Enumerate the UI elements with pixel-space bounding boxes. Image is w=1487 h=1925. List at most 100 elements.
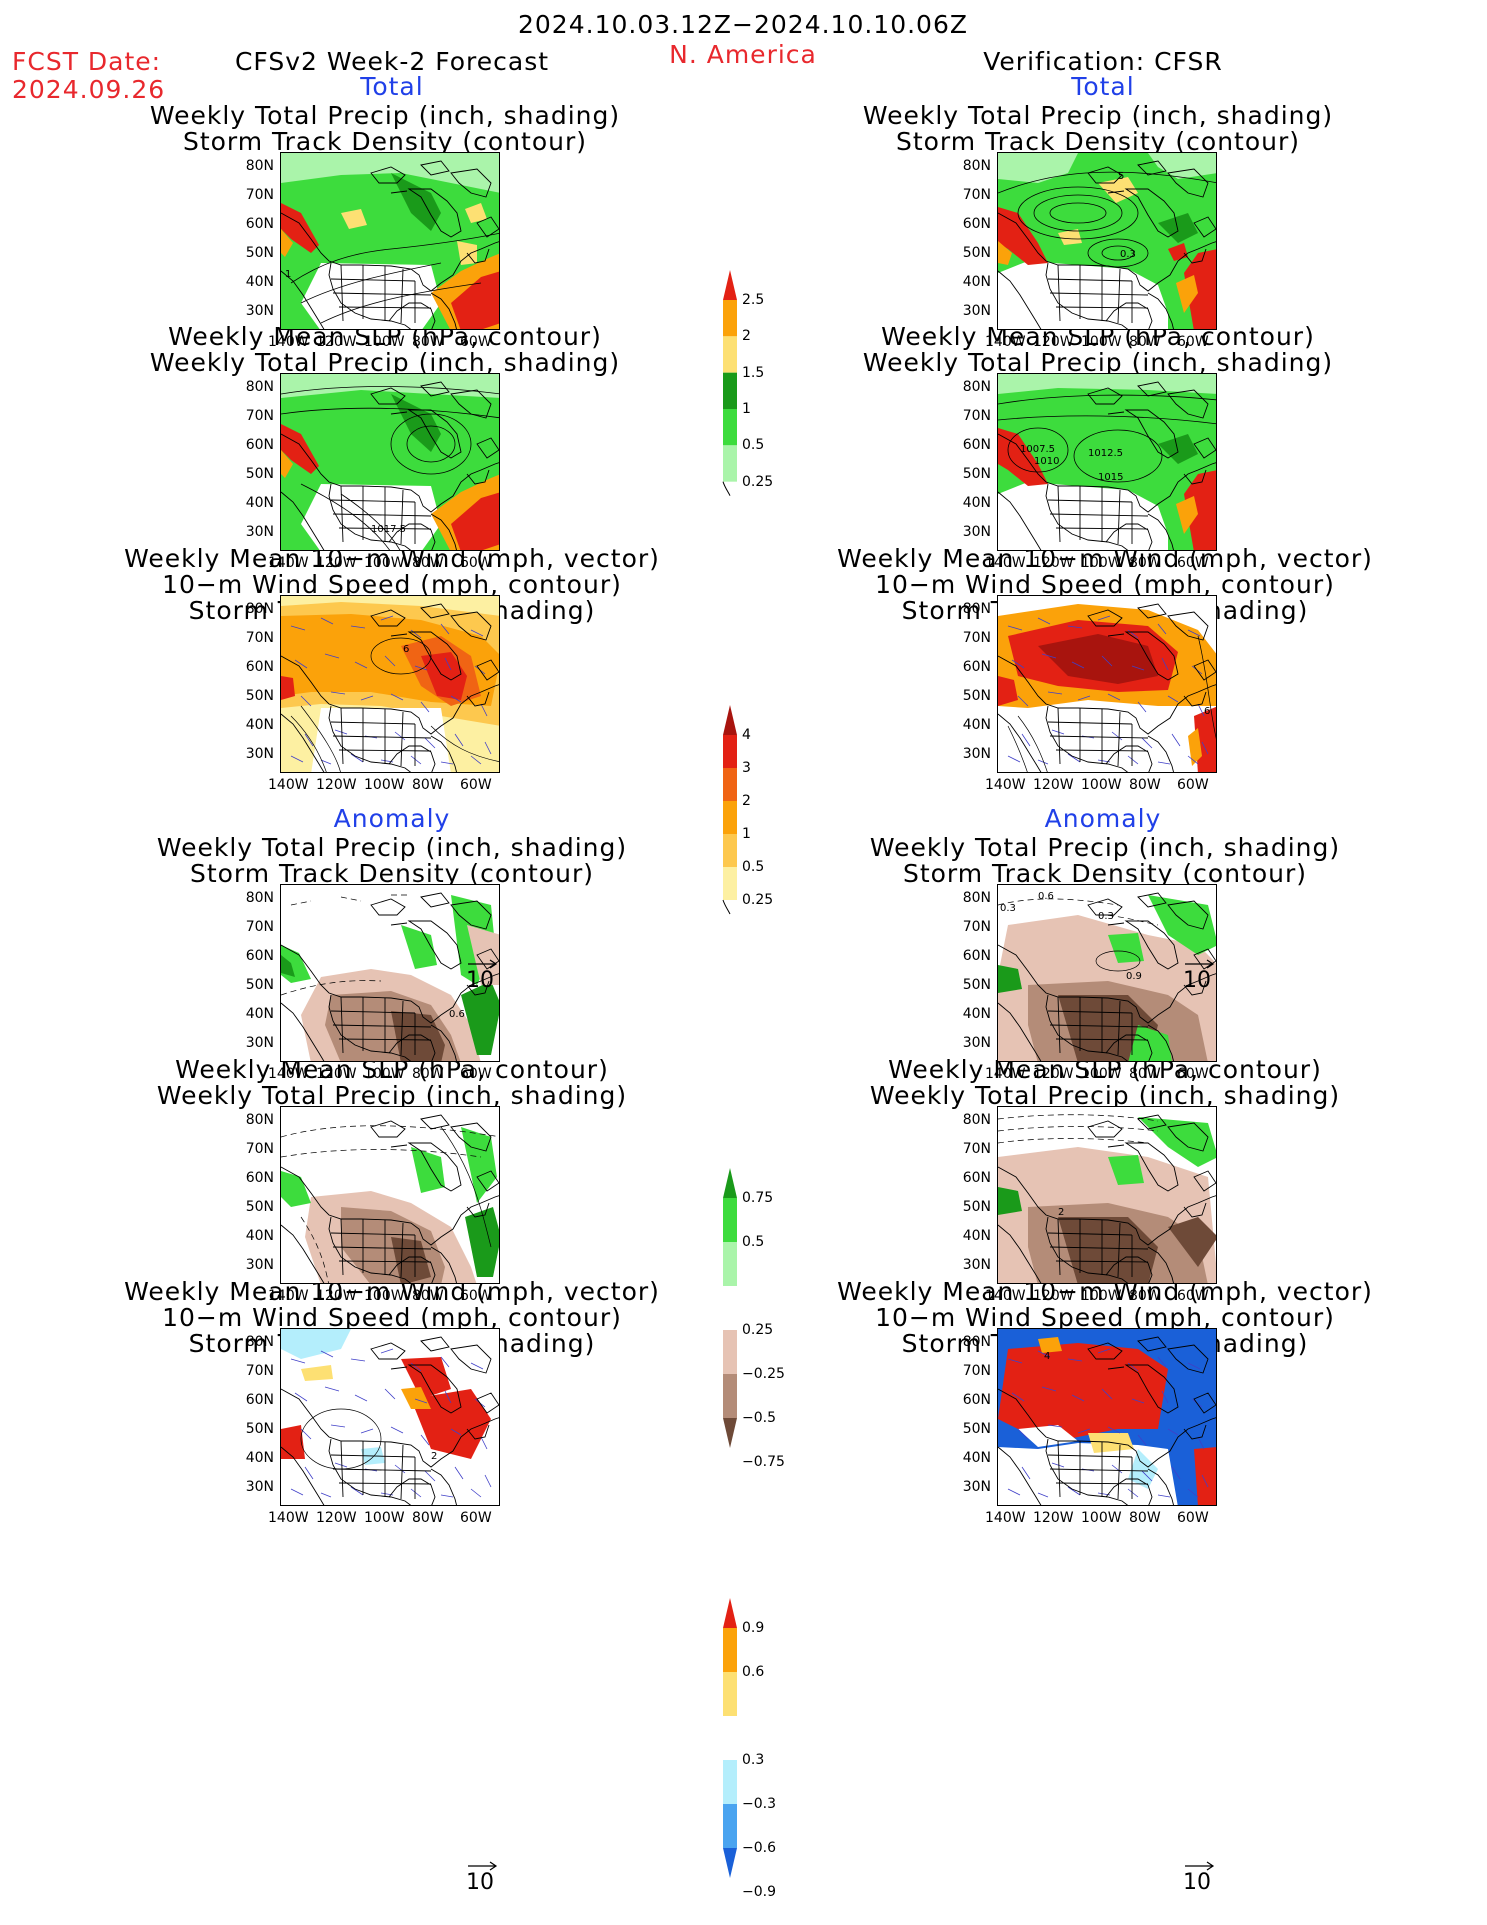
lon-tick-label: 120W [1033,1066,1074,1082]
map-cf-wind: 6 [997,595,1217,773]
lat-tick-label: 50N [245,688,274,704]
map-fc-anom-precip: 0.6 [280,884,500,1062]
colorbar-label: 0.25 [742,473,774,490]
colorbar-swatch [723,1242,737,1286]
lat-tick-label: 80N [962,158,991,174]
section-total-right: Total [1071,72,1135,101]
colorbar-label: 0.25 [742,1322,774,1338]
colorbar-precip-anomaly: 0.75 0.5 0.25 −0.25 −0.5 −0.75 [722,1166,785,1470]
lon-tick-label: 80W [412,555,444,571]
lat-tick-label: 50N [962,977,991,993]
lat-tick-label: 60N [245,216,274,232]
panel-title-fc-precip: Weekly Total Precip (inch, shading) Storm… [149,101,621,156]
lat-tick-label: 50N [962,466,991,482]
colorbar-label: 0.5 [742,1234,765,1250]
lon-tick-label: 120W [316,1066,357,1082]
verification-column-title: Verification: CFSR [983,47,1223,76]
section-anomaly-left: Anomaly [333,804,451,833]
lat-tick-label: 60N [962,437,991,453]
lat-tick-label: 80N [962,890,991,906]
lat-tick-label: 70N [245,187,274,203]
arrow-right-icon [468,959,498,969]
colorbar-swatch [723,834,737,867]
contour-label: 4 [1044,1351,1050,1362]
colorbar-swatch [723,1330,737,1374]
lat-tick-label: 50N [245,1421,274,1437]
lon-tick-label: 140W [985,555,1026,571]
map-fc-anom-slp [280,1106,500,1284]
colorbar-top-triangle [723,1598,737,1628]
lon-tick-label: 140W [985,1510,1026,1526]
colorbar-swatch [723,1716,737,1760]
colorbar-label: −0.75 [742,1454,785,1470]
contour-label: 5 [1118,171,1124,182]
lat-tick-label: 40N [962,1228,991,1244]
lat-tick-label: 50N [962,245,991,261]
lon-tick-label: 100W [364,555,405,571]
colorbar-swatch [723,1198,737,1242]
section-total-left: Total [360,72,424,101]
contour-label: 0.3 [1098,911,1114,922]
lon-tick-label: 140W [268,777,309,793]
lat-tick-label: 60N [245,437,274,453]
lon-tick-label: 60W [1177,334,1209,350]
lon-tick-label: 80W [1129,777,1161,793]
vector-ref-cf-anom: 10 [1183,1861,1215,1895]
lat-tick-label: 50N [245,245,274,261]
lon-tick-label: 140W [268,1510,309,1526]
lat-tick-label: 80N [245,1112,274,1128]
colorbar-top-triangle [723,1168,737,1198]
contour-label: 1012.5 [1088,448,1123,459]
lat-tick-label: 70N [245,630,274,646]
lon-tick-label: 140W [268,1066,309,1082]
lon-tick-label: 140W [985,1066,1026,1082]
lat-tick-label: 30N [962,1479,991,1495]
lat-tick-label: 40N [245,1006,274,1022]
contour-label: 1 [285,269,291,280]
colorbar-label: −0.25 [742,1366,785,1382]
colorbar-tail [722,481,731,496]
contour-label: 0.3 [1000,903,1016,914]
map-cf-anom-precip: 0.3 0.6 0.3 0.9 [997,884,1217,1062]
lat-tick-label: 70N [962,919,991,935]
lon-tick-label: 100W [1081,334,1122,350]
lat-tick-label: 60N [245,659,274,675]
lat-tick-label: 60N [245,1392,274,1408]
panel-title-fc-anom-precip: Weekly Total Precip (inch, shading) Storm… [156,833,628,888]
lat-tick-label: 70N [245,919,274,935]
contour-label: 2 [1058,1207,1064,1218]
lon-tick-label: 80W [1129,1288,1161,1304]
lon-tick-label: 80W [1129,555,1161,571]
lat-tick-label: 30N [962,303,991,319]
map-cf-anom-slp: 2 [997,1106,1217,1284]
lon-tick-label: 120W [1033,1288,1074,1304]
colorbar-top-triangle [723,270,737,300]
contour-label: 0.6 [1038,891,1054,902]
colorbar-precip: 2.5 2 1.5 1 0.5 0.25 [722,268,773,536]
panel-title-cf-anom-precip: Weekly Total Precip (inch, shading) Storm… [869,833,1341,888]
lat-tick-label: 60N [245,948,274,964]
contour-label: 6 [1204,706,1210,717]
lon-tick-label: 60W [460,777,492,793]
lat-tick-label: 60N [962,216,991,232]
lat-tick-label: 40N [962,1006,991,1022]
lon-tick-label: 60W [460,1066,492,1082]
lat-tick-label: 40N [245,717,274,733]
lon-tick-label: 100W [1081,777,1122,793]
colorbar-label: 0.25 [742,892,774,908]
colorbar-label: 0.6 [742,1664,765,1680]
colorbar-label: 0.9 [742,1620,765,1636]
colorbar-swatches [723,1598,737,1878]
panel-title-fc-anom-wind: Weekly Mean 10−m Wind (mph, vector) 10−m … [124,1277,660,1358]
colorbar-label: 2.5 [742,292,765,308]
colorbar-top-triangle [723,705,737,735]
lat-tick-label: 30N [962,524,991,540]
lon-tick-label: 120W [1033,777,1074,793]
contour-label: 1010 [1034,456,1059,467]
lon-tick-label: 60W [1177,777,1209,793]
colorbar-label: 1.5 [742,364,765,381]
lat-tick-label: 80N [245,890,274,906]
lat-tick-label: 60N [962,1392,991,1408]
colorbar-bottom-triangle [723,1418,737,1448]
colorbar-swatch [723,1672,737,1716]
